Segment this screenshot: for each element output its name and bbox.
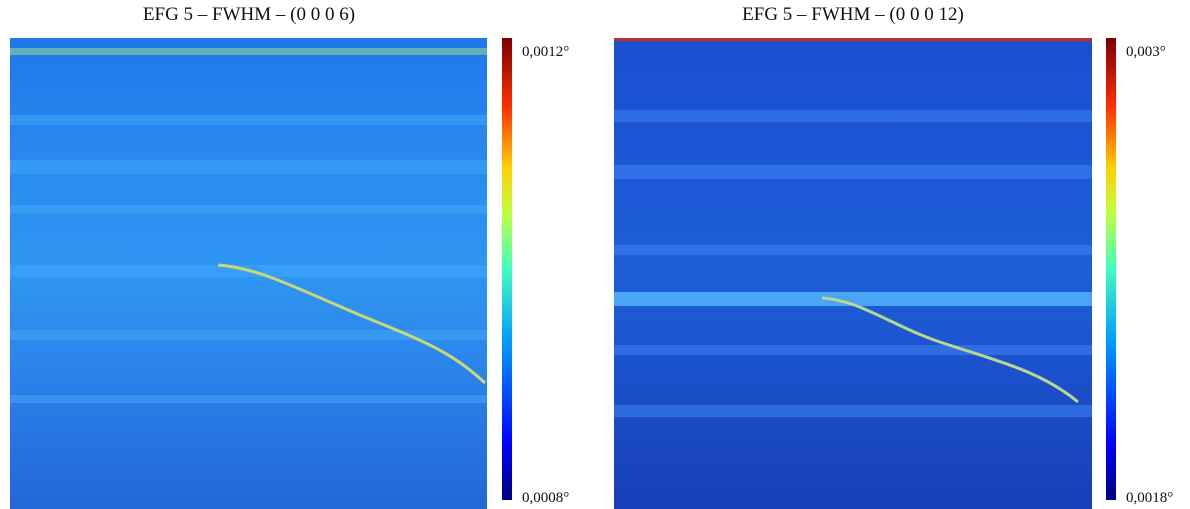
heatmap-edge: [614, 38, 1092, 41]
panel-left: EFG 5 – FWHM – (0 0 0 6) 0,0012° 0,0008°: [10, 4, 569, 509]
panel-title: EFG 5 – FWHM – (0 0 0 6): [143, 4, 355, 25]
panel-title: EFG 5 – FWHM – (0 0 0 12): [742, 4, 964, 25]
defect-line: [217, 263, 487, 385]
heatmap: [614, 38, 1092, 509]
colorbar-max: 0,003°: [1126, 44, 1166, 60]
heatmap-edge: [10, 48, 487, 55]
colorbar-min: 0,0018°: [1126, 490, 1173, 506]
colorbar-max: 0,0012°: [522, 44, 569, 60]
colorbar: [1106, 38, 1116, 500]
colorbar-min: 0,0008°: [522, 490, 569, 506]
bright-band: [614, 292, 1092, 306]
panel-right: EFG 5 – FWHM – (0 0 0 12) 0,003° 0,0018°: [614, 4, 1173, 509]
defect-line: [821, 296, 1079, 404]
heatmap-streaks: [614, 110, 1092, 417]
colorbar: [502, 38, 512, 500]
